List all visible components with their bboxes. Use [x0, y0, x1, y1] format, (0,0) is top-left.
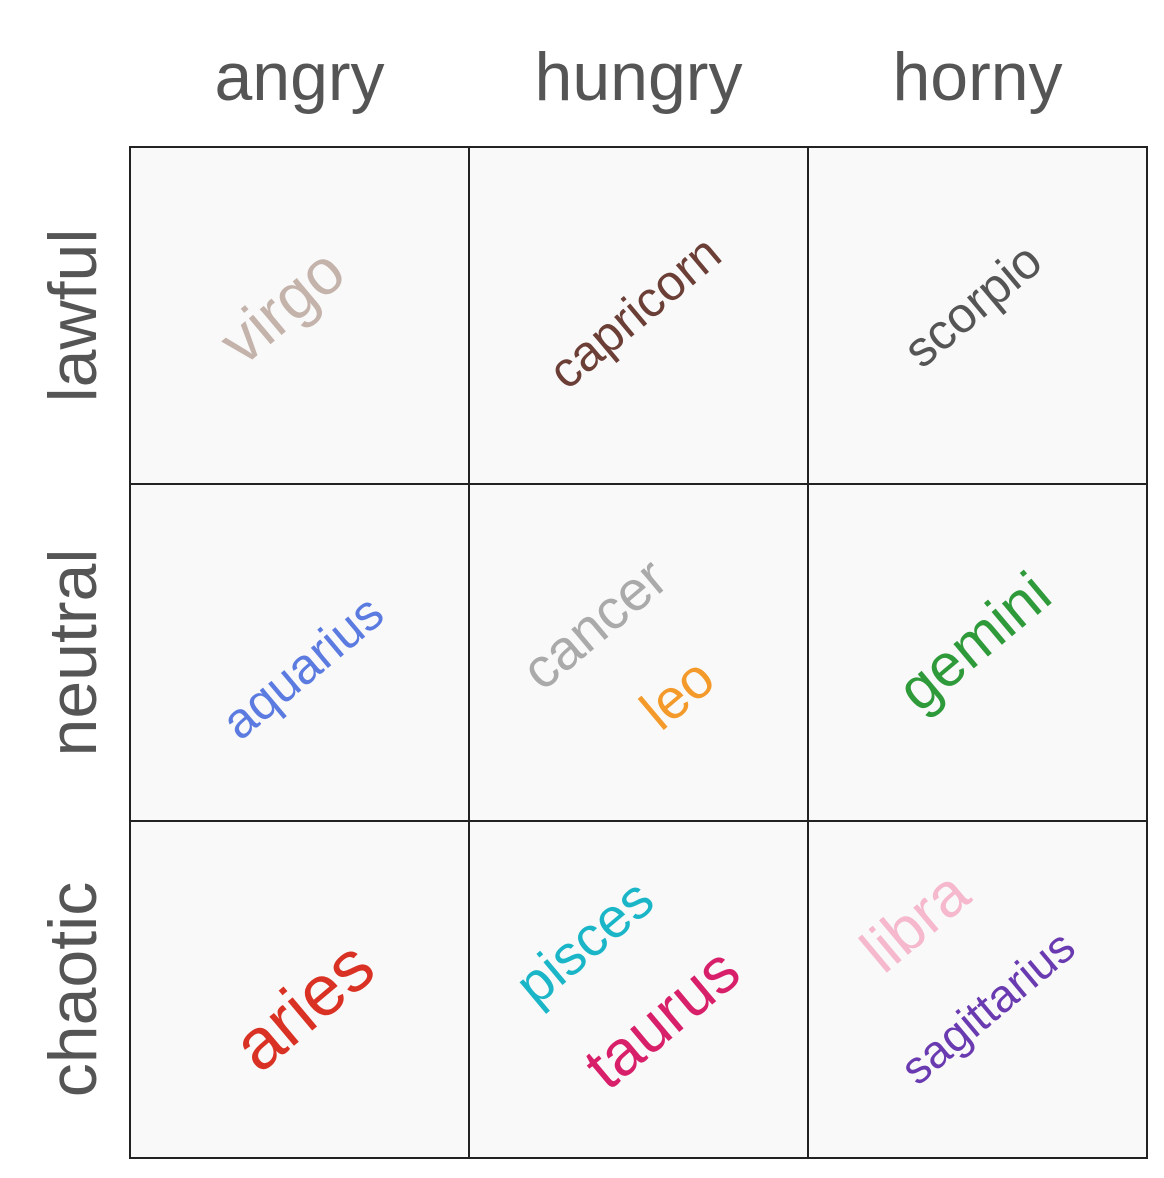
- column-header: horny: [892, 39, 1062, 115]
- column-header: angry: [214, 39, 384, 115]
- grid-cell: [129, 146, 470, 485]
- column-header: hungry: [535, 39, 743, 115]
- row-header: chaotic: [35, 882, 111, 1097]
- grid-cell: [468, 146, 809, 485]
- grid-cell: [129, 483, 470, 822]
- grid-cell: [807, 146, 1148, 485]
- grid-cell: [468, 483, 809, 822]
- grid-cell: [807, 820, 1148, 1159]
- grid-cell: [468, 820, 809, 1159]
- row-header: neutral: [35, 549, 111, 757]
- grid-cell: [129, 820, 470, 1159]
- row-header: lawful: [35, 229, 111, 403]
- grid-cell: [807, 483, 1148, 822]
